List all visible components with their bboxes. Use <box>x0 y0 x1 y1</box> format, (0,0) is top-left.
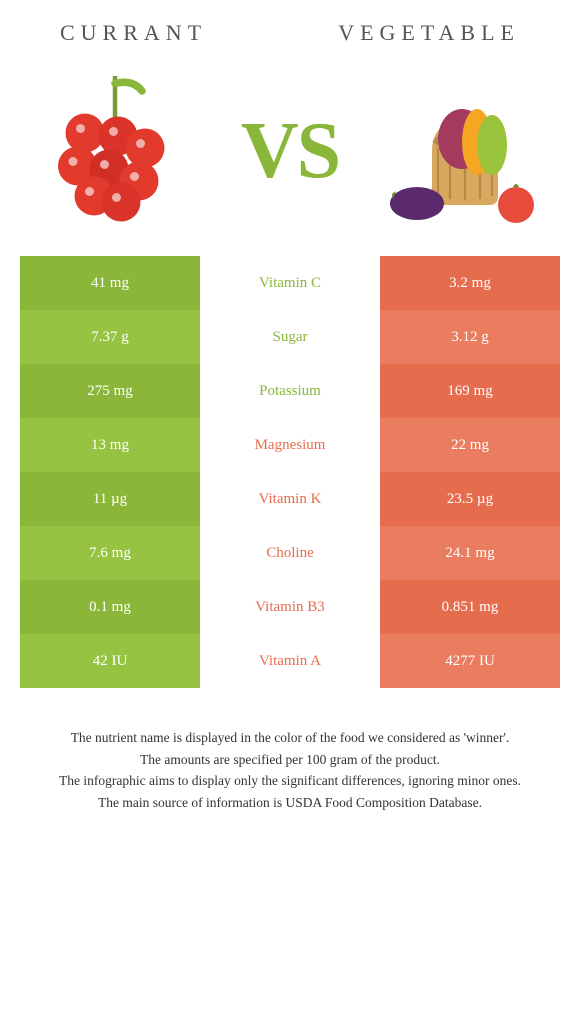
nutrient-name: Vitamin B3 <box>200 580 380 634</box>
nutrient-name: Magnesium <box>200 418 380 472</box>
nutrient-row: 275 mgPotassium169 mg <box>20 364 560 418</box>
left-value: 42 IU <box>20 634 200 688</box>
header-row: currant vegetable <box>0 0 580 56</box>
nutrient-name: Vitamin A <box>200 634 380 688</box>
left-value: 41 mg <box>20 256 200 310</box>
right-value: 3.12 g <box>380 310 560 364</box>
nutrient-name: Choline <box>200 526 380 580</box>
vegetable-image <box>390 76 540 226</box>
currant-image <box>40 76 190 226</box>
nutrient-row: 11 µgVitamin K23.5 µg <box>20 472 560 526</box>
nutrient-row: 42 IUVitamin A4277 IU <box>20 634 560 688</box>
nutrient-table: 41 mgVitamin C3.2 mg7.37 gSugar3.12 g275… <box>20 256 560 688</box>
left-value: 0.1 mg <box>20 580 200 634</box>
nutrient-name: Potassium <box>200 364 380 418</box>
left-value: 13 mg <box>20 418 200 472</box>
right-value: 3.2 mg <box>380 256 560 310</box>
nutrient-name: Vitamin C <box>200 256 380 310</box>
footer-line: The main source of information is USDA F… <box>20 793 560 813</box>
nutrient-row: 7.6 mgCholine24.1 mg <box>20 526 560 580</box>
footer-line: The infographic aims to display only the… <box>20 771 560 791</box>
right-value: 23.5 µg <box>380 472 560 526</box>
right-value: 22 mg <box>380 418 560 472</box>
images-row: VS <box>0 56 580 256</box>
left-value: 7.37 g <box>20 310 200 364</box>
footer-line: The nutrient name is displayed in the co… <box>20 728 560 748</box>
nutrient-row: 41 mgVitamin C3.2 mg <box>20 256 560 310</box>
nutrient-name: Vitamin K <box>200 472 380 526</box>
nutrient-row: 13 mgMagnesium22 mg <box>20 418 560 472</box>
nutrient-name: Sugar <box>200 310 380 364</box>
nutrient-row: 0.1 mgVitamin B30.851 mg <box>20 580 560 634</box>
right-value: 0.851 mg <box>380 580 560 634</box>
right-value: 4277 IU <box>380 634 560 688</box>
left-value: 7.6 mg <box>20 526 200 580</box>
header-left: currant <box>60 20 207 46</box>
footer-line: The amounts are specified per 100 gram o… <box>20 750 560 770</box>
right-value: 24.1 mg <box>380 526 560 580</box>
left-value: 11 µg <box>20 472 200 526</box>
left-value: 275 mg <box>20 364 200 418</box>
header-right: vegetable <box>338 20 520 46</box>
nutrient-row: 7.37 gSugar3.12 g <box>20 310 560 364</box>
footer-notes: The nutrient name is displayed in the co… <box>0 688 580 824</box>
right-value: 169 mg <box>380 364 560 418</box>
vs-label: VS <box>241 106 339 197</box>
